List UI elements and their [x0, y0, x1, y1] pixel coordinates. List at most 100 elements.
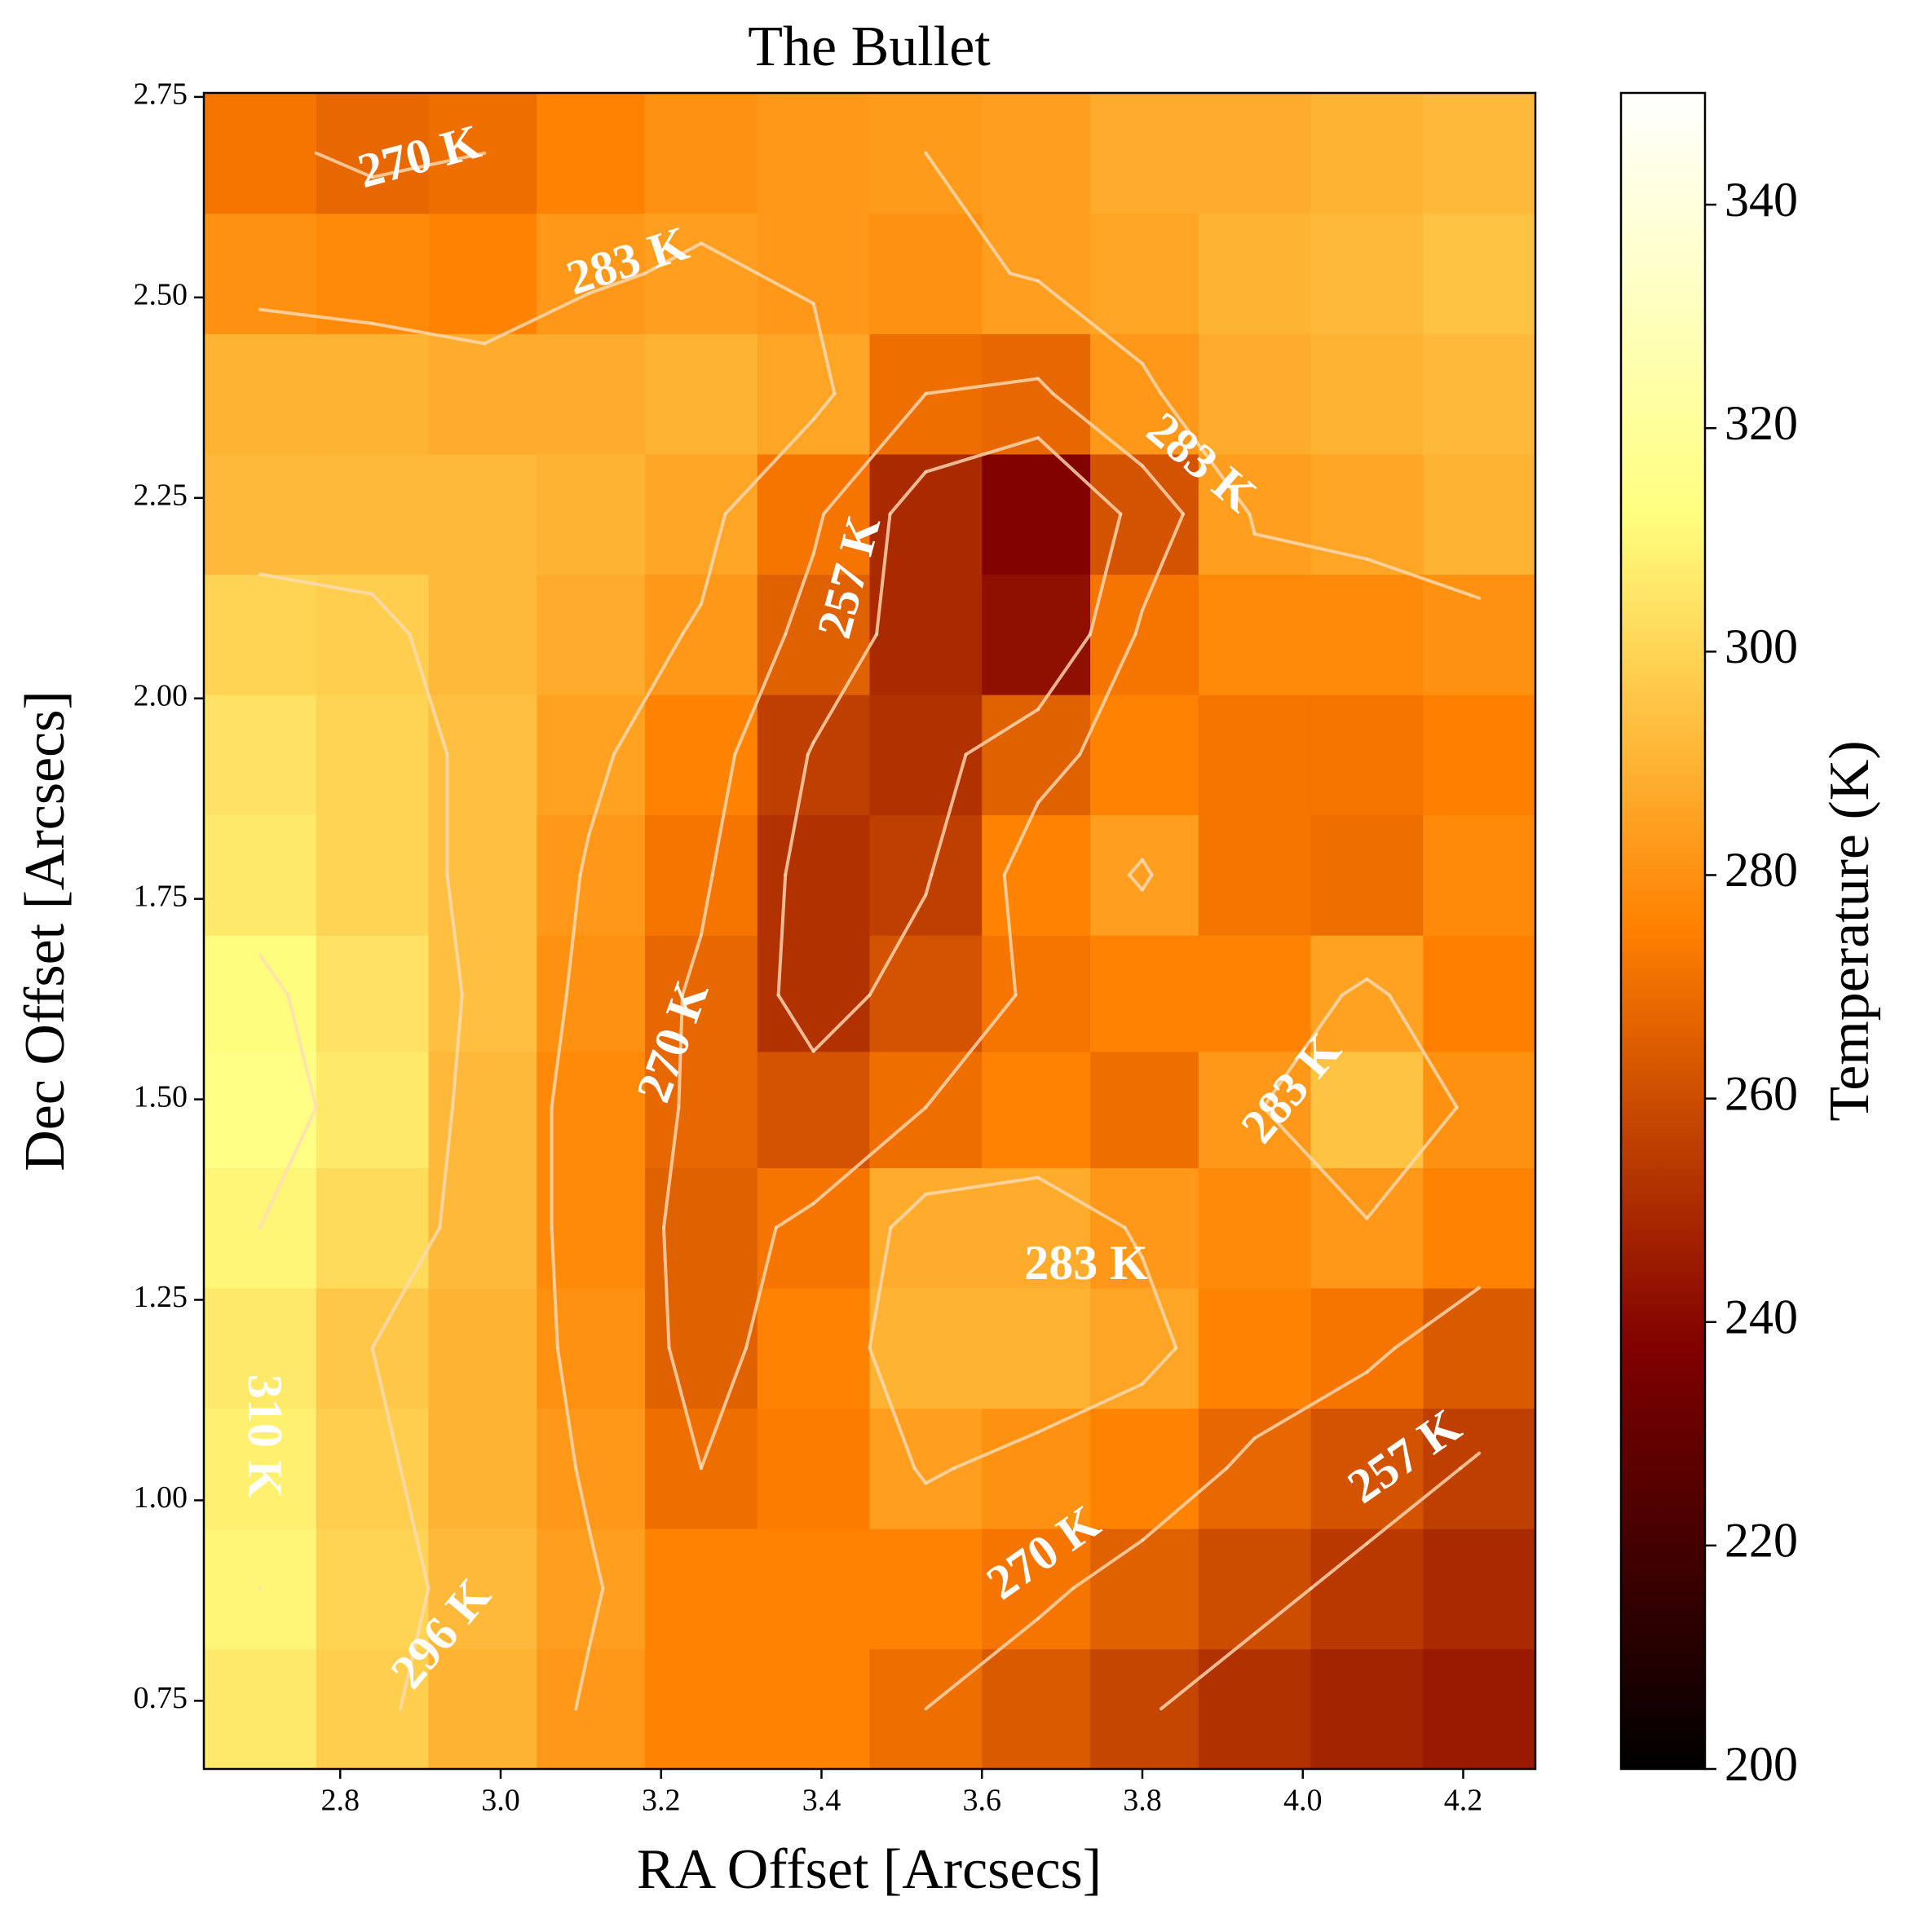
heat-cell [204, 1408, 317, 1529]
contour-line [1089, 512, 1123, 637]
contour-line [1340, 977, 1369, 997]
heat-cell [1198, 814, 1312, 936]
contour-line [399, 1586, 431, 1711]
contour-line [1252, 1586, 1313, 1635]
contour-line [1252, 532, 1369, 561]
heat-cell [204, 93, 317, 214]
y-tick-label: 1.75 [134, 879, 188, 913]
heat-cell [982, 1648, 1091, 1769]
heat-cell [982, 453, 1091, 576]
contour-line [662, 1105, 681, 1229]
heat-cell [537, 453, 646, 576]
contour-line [1036, 752, 1082, 805]
heat-cell [537, 213, 646, 334]
contour-line [924, 377, 1040, 395]
heat-cell [1198, 93, 1312, 214]
contour-line [811, 302, 837, 395]
contour-line [1036, 436, 1123, 516]
heat-cell [428, 1648, 538, 1769]
contour-line [784, 752, 810, 877]
heat-cell [316, 574, 430, 695]
colorbar-tick-label: 260 [1725, 1066, 1798, 1120]
heat-cell [316, 453, 430, 576]
heat-cell [537, 934, 646, 1052]
contour-line [924, 436, 1040, 474]
y-tick-label: 2.75 [134, 77, 188, 112]
heat-cell [428, 1287, 538, 1409]
heat-cell [1090, 213, 1199, 334]
colorbar-label: Temperature (K) [1818, 740, 1881, 1121]
heat-cell [204, 814, 317, 936]
heat-cell [645, 453, 758, 576]
contour-line [1078, 633, 1137, 756]
heat-cell [537, 1528, 646, 1650]
contour-line [868, 1225, 893, 1350]
contour-line [930, 752, 968, 877]
heat-cell [982, 1408, 1091, 1529]
contour-line [811, 1105, 928, 1206]
heat-cell [982, 213, 1091, 334]
heat-cell [1198, 333, 1312, 455]
contour-line [1140, 464, 1186, 516]
contour-line [574, 1647, 591, 1711]
heat-cell [316, 694, 430, 816]
heat-cell [1310, 1528, 1424, 1650]
contour-line [370, 151, 487, 179]
heat-cell [316, 1408, 430, 1529]
x-tick-label: 4.2 [1444, 1784, 1483, 1818]
heat-cell [204, 453, 317, 576]
contour-line [868, 1346, 917, 1471]
heat-cell [645, 213, 758, 334]
heat-cell [1310, 93, 1424, 214]
heat-cell [537, 574, 646, 695]
heat-cell [1423, 1287, 1535, 1409]
contour-line [662, 1225, 671, 1350]
contour-line [1309, 1542, 1369, 1590]
contour-line [784, 552, 815, 637]
heat-cell [1198, 1051, 1312, 1169]
heat-cell [982, 694, 1091, 816]
contour-line [733, 633, 788, 756]
contour-line [964, 708, 1040, 756]
heat-cell [428, 1167, 538, 1289]
contour-line [643, 241, 703, 276]
heat-cell [1423, 1408, 1535, 1529]
heat-cell [537, 333, 646, 455]
contour-line [1051, 391, 1144, 468]
contour-line [677, 993, 684, 1109]
contour-line [1159, 391, 1252, 516]
heat-cell [428, 213, 538, 334]
heat-cell [428, 453, 538, 576]
contour-line [258, 307, 374, 325]
heat-cell [645, 1287, 758, 1409]
contour-line [811, 512, 826, 556]
heat-cell [1310, 1051, 1424, 1169]
contour-label: 310 K [238, 1374, 292, 1498]
heat-cell [1310, 453, 1424, 576]
heat-cell [869, 1408, 983, 1529]
contour-line [1159, 1631, 1257, 1711]
y-tick-label: 1.25 [134, 1280, 188, 1314]
contour-line [888, 470, 928, 516]
heat-cell [1423, 1648, 1535, 1769]
contour-line [1140, 873, 1154, 892]
x-tick-label: 3.4 [802, 1784, 841, 1818]
contour-line [744, 1225, 778, 1350]
heat-cell [645, 1051, 758, 1169]
heat-cell [869, 1287, 983, 1409]
contour-line [1252, 1370, 1369, 1440]
contour-line [483, 291, 591, 346]
heat-cell [1090, 814, 1199, 936]
heat-cell [1198, 1287, 1312, 1409]
heat-cell [1310, 814, 1424, 936]
heat-cell [204, 934, 317, 1052]
contour-line [952, 1430, 1040, 1471]
y-tick-label: 0.75 [134, 1681, 188, 1715]
heat-cell [645, 1167, 758, 1289]
contour-line [587, 752, 616, 836]
y-axis-label: Dec Offset [Arcsecs] [14, 690, 77, 1171]
x-axis-label: RA Offset [Arcsecs] [637, 1838, 1102, 1901]
heat-cell [1310, 333, 1424, 455]
contour-line [587, 1586, 605, 1651]
heat-cell [316, 93, 430, 214]
